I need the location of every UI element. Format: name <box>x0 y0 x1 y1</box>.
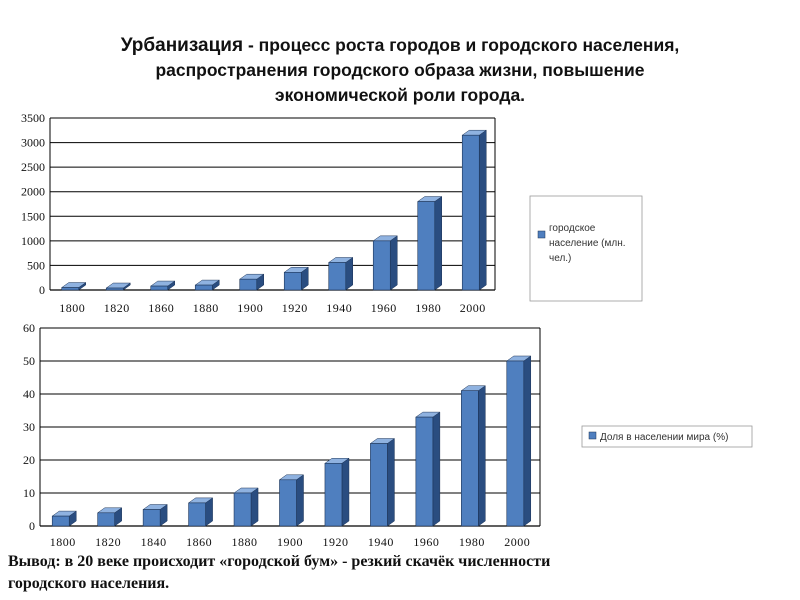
legend-box <box>581 425 753 448</box>
bar <box>239 278 258 291</box>
y-tick-label: 1500 <box>21 209 45 223</box>
x-tick-label: 1940 <box>368 535 394 549</box>
title-term: Урбанизация <box>120 35 244 56</box>
x-tick-label: 1900 <box>277 535 303 549</box>
title-line3: экономической роли города. <box>274 85 526 105</box>
bar <box>97 512 115 527</box>
y-tick-label: 3000 <box>21 136 45 150</box>
x-tick-label: 2000 <box>504 535 530 549</box>
bar <box>283 272 302 291</box>
y-tick-label: 2000 <box>21 185 45 199</box>
bar <box>328 262 347 291</box>
bar <box>61 287 80 291</box>
y-tick-label: 0 <box>29 519 35 533</box>
y-tick-label: 500 <box>27 258 45 272</box>
y-tick-label: 30 <box>23 420 35 434</box>
legend-box <box>529 195 643 302</box>
y-tick-label: 20 <box>23 453 35 467</box>
title-line2: распространения городского образа жизни,… <box>155 60 645 80</box>
bar <box>279 479 297 527</box>
bar-side <box>432 411 441 527</box>
bar-side <box>523 355 532 527</box>
page-title: Урбанизация - процесс роста городов и го… <box>40 33 760 108</box>
bar-side <box>296 474 304 527</box>
x-tick-label: 1840 <box>141 535 167 549</box>
bar-side <box>250 487 259 527</box>
urban-population-chart: 0 500 1000 1500 2000 2500 3000 3500 1800 1820 1860… <box>21 111 643 315</box>
x-tick-label: 1960 <box>371 301 397 315</box>
bar-side <box>345 256 353 291</box>
x-tick-label: 1820 <box>95 535 121 549</box>
bar <box>150 285 169 291</box>
bar-side <box>341 457 350 527</box>
title-line1: - процесс роста городов и городского нас… <box>243 35 680 55</box>
x-tick-label: 1920 <box>282 301 308 315</box>
y-tick-label: 60 <box>23 321 35 335</box>
conclusion-line2: городского населения. <box>8 575 170 592</box>
x-tick-label: 1820 <box>104 301 130 315</box>
bar <box>194 284 213 291</box>
legend-label: Доля в населении мира (%) <box>600 432 728 443</box>
x-tick-label: 1940 <box>326 301 352 315</box>
x-tick-label: 1920 <box>322 535 348 549</box>
urban-share-chart: 0 10 20 30 40 50 60 1800 1820 1840 1860 1880 1900 192… <box>23 321 753 549</box>
bar-side <box>390 235 398 291</box>
bar <box>417 201 436 291</box>
x-tick-label: 1980 <box>415 301 441 315</box>
bar <box>461 134 480 291</box>
y-tick-label: 2500 <box>21 160 45 174</box>
y-tick-label: 0 <box>39 283 45 297</box>
conclusion-line1: Вывод: в 20 веке происходит «городской б… <box>8 553 551 570</box>
bar <box>506 360 525 527</box>
x-tick-label: 1800 <box>50 535 76 549</box>
bar <box>105 287 124 291</box>
y-tick-label: 50 <box>23 354 35 368</box>
bar <box>461 390 479 527</box>
bar <box>142 509 161 527</box>
bar-side <box>479 129 487 291</box>
x-tick-label: 1880 <box>193 301 219 315</box>
x-tick-label: 1980 <box>459 535 485 549</box>
legend-swatch <box>537 230 546 239</box>
bar <box>372 240 391 291</box>
conclusion-text: Вывод: в 20 веке происходит «городской б… <box>8 551 798 595</box>
x-tick-label: 1860 <box>148 301 174 315</box>
x-tick-label: 1860 <box>186 535 212 549</box>
bar-side <box>387 438 395 527</box>
x-tick-label: 1960 <box>413 535 439 549</box>
bar-side <box>478 385 486 527</box>
bar <box>415 416 434 527</box>
legend-swatch <box>588 431 597 440</box>
bar <box>324 463 343 527</box>
bar-side <box>434 196 442 291</box>
x-tick-label: 1880 <box>232 535 258 549</box>
legend-label: городское население (млн. чел.) <box>549 223 626 264</box>
bar <box>51 515 70 527</box>
x-tick-label: 2000 <box>460 301 486 315</box>
y-tick-label: 40 <box>23 387 35 401</box>
y-tick-label: 3500 <box>21 111 45 125</box>
x-tick-label: 1800 <box>59 301 85 315</box>
y-tick-label: 10 <box>23 486 35 500</box>
x-tick-label: 1900 <box>237 301 263 315</box>
y-tick-label: 1000 <box>21 234 45 248</box>
bar <box>233 492 252 527</box>
bar <box>370 443 388 527</box>
bar <box>188 502 206 527</box>
